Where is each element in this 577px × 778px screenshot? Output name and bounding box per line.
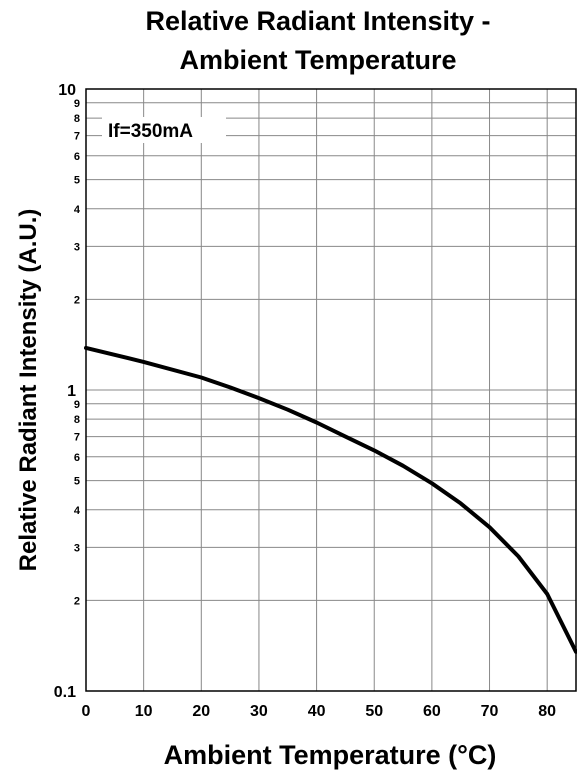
grid xyxy=(86,89,576,691)
y-tick-label-minor: 7 xyxy=(74,131,80,143)
y-tick-label-minor: 3 xyxy=(74,542,80,554)
y-tick-label-minor: 5 xyxy=(74,476,80,488)
x-tick-label: 70 xyxy=(481,703,499,720)
x-tick-label: 50 xyxy=(365,703,383,720)
y-tick-label-minor: 8 xyxy=(74,414,80,426)
chart-title-line-1: Relative Radiant Intensity - xyxy=(145,6,490,36)
x-tick-label: 60 xyxy=(423,703,441,720)
y-tick-label-minor: 5 xyxy=(74,175,80,187)
annotation-current: If=350mA xyxy=(108,121,193,142)
y-tick-label-minor: 9 xyxy=(74,98,80,110)
y-axis-label: Relative Radiant Intensity (A.U.) xyxy=(15,209,42,572)
x-tick-label: 20 xyxy=(192,703,210,720)
x-axis-label: Ambient Temperature (°C) xyxy=(164,740,497,770)
y-tick-label-minor: 6 xyxy=(74,452,80,464)
x-tick-label: 40 xyxy=(308,703,326,720)
y-tick-label-minor: 2 xyxy=(74,294,80,306)
intensity-curve xyxy=(84,345,577,654)
y-tick-label: 10 xyxy=(58,82,76,99)
y-tick-label: 0.1 xyxy=(54,684,76,701)
x-tick-label: 10 xyxy=(135,703,153,720)
y-tick-label-minor: 6 xyxy=(74,151,80,163)
x-tick-label: 30 xyxy=(250,703,268,720)
y-tick-label-minor: 7 xyxy=(74,432,80,444)
plot-frame xyxy=(85,88,577,692)
y-tick-labels: 0.1 1 10 2 3 4 5 6 7 8 9 2 3 4 5 6 7 8 9 xyxy=(54,82,81,701)
x-tick-labels: 0 10 20 30 40 50 60 70 80 xyxy=(82,703,557,720)
chart-title-line-2: Ambient Temperature xyxy=(179,45,456,75)
x-tick-label: 80 xyxy=(538,703,556,720)
annotation-background xyxy=(102,117,226,143)
y-tick-label: 1 xyxy=(67,383,76,400)
y-tick-label-minor: 3 xyxy=(74,241,80,253)
y-tick-label-minor: 4 xyxy=(74,204,81,216)
x-tick-label: 0 xyxy=(82,703,91,720)
y-tick-label-minor: 2 xyxy=(74,595,80,607)
y-tick-label-minor: 9 xyxy=(74,399,80,411)
y-tick-label-minor: 8 xyxy=(74,113,80,125)
y-tick-label-minor: 4 xyxy=(74,505,81,517)
